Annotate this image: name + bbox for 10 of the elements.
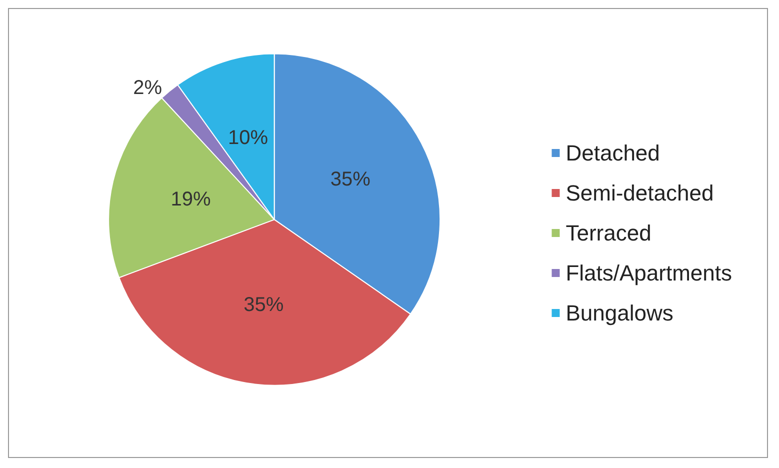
data-label: 35% [244, 294, 284, 316]
legend-label: Semi-detached [566, 180, 714, 206]
legend-label: Terraced [566, 220, 652, 246]
data-label: 10% [228, 126, 268, 149]
data-label: 2% [133, 77, 162, 100]
legend-label: Flats/Apartments [566, 260, 732, 286]
legend-label: Detached [566, 140, 660, 166]
legend-label: Bungalows [566, 300, 674, 326]
data-label: 19% [170, 188, 211, 211]
data-label: 35% [330, 168, 371, 191]
